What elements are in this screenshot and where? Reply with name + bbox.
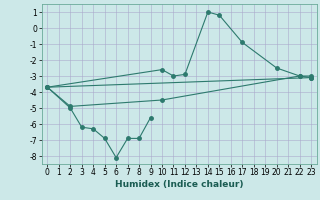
X-axis label: Humidex (Indice chaleur): Humidex (Indice chaleur) xyxy=(115,180,244,189)
